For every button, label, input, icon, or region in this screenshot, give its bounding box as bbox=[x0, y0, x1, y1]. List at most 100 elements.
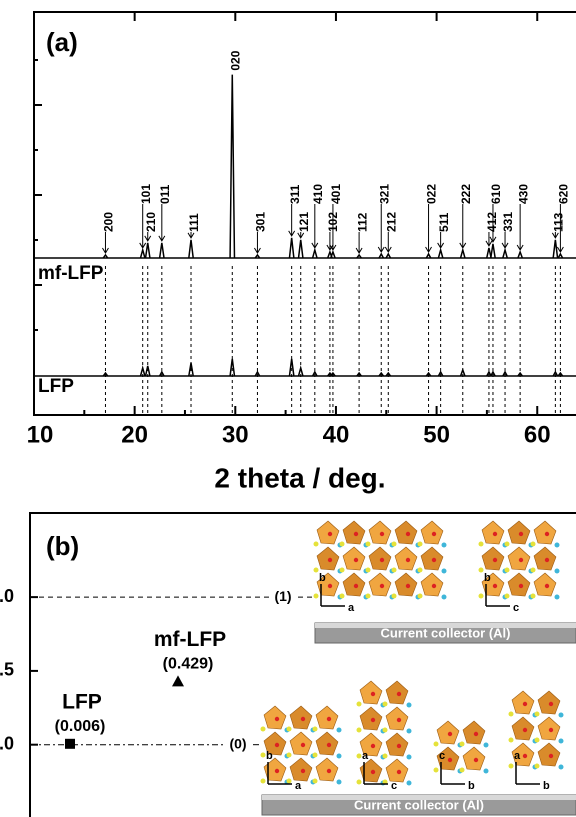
point bbox=[172, 675, 184, 687]
atom bbox=[558, 738, 564, 744]
axes-arrow bbox=[515, 762, 540, 785]
polyhedron bbox=[359, 758, 383, 783]
atom bbox=[431, 531, 437, 537]
polyhedron bbox=[537, 716, 561, 741]
panel-label: (b) bbox=[46, 531, 79, 561]
polyhedron bbox=[511, 690, 535, 715]
peak bbox=[288, 358, 295, 377]
atom bbox=[544, 583, 550, 589]
atom bbox=[548, 727, 554, 733]
axes-arrow bbox=[267, 762, 292, 785]
arrow bbox=[329, 204, 337, 251]
crystal-structure bbox=[478, 520, 560, 600]
peak bbox=[486, 370, 492, 377]
atom bbox=[478, 567, 484, 573]
atom bbox=[447, 757, 453, 763]
atom bbox=[327, 531, 333, 537]
axes-arrow bbox=[485, 584, 510, 607]
axis-letter: b bbox=[468, 780, 475, 792]
atom bbox=[530, 593, 536, 599]
atom bbox=[339, 593, 345, 599]
atom bbox=[492, 557, 498, 563]
polyhedron bbox=[315, 705, 339, 730]
atom bbox=[356, 701, 362, 707]
atom bbox=[508, 763, 514, 769]
peak bbox=[425, 371, 432, 377]
atom bbox=[313, 567, 319, 573]
x-tick-label: 50 bbox=[423, 421, 450, 448]
atom bbox=[300, 742, 306, 748]
atom bbox=[431, 557, 437, 563]
atom bbox=[492, 583, 498, 589]
atom bbox=[447, 731, 453, 737]
polyhedron bbox=[462, 746, 486, 771]
atom bbox=[417, 541, 423, 547]
arrow bbox=[144, 232, 152, 242]
atom bbox=[286, 778, 292, 784]
peak bbox=[311, 370, 318, 377]
peak bbox=[139, 247, 146, 259]
axis-letter: b bbox=[484, 572, 491, 584]
polyhedron bbox=[342, 520, 366, 545]
axes-arrow bbox=[320, 584, 345, 607]
polyhedron bbox=[368, 546, 392, 571]
atom bbox=[405, 531, 411, 537]
atom bbox=[353, 583, 359, 589]
atom bbox=[558, 712, 564, 718]
atom bbox=[530, 567, 536, 573]
hkl-label: 212 bbox=[384, 212, 398, 232]
value-label: (0.429) bbox=[163, 656, 214, 673]
polyhedron bbox=[394, 546, 418, 571]
atom bbox=[405, 583, 411, 589]
crystal-structure bbox=[356, 680, 412, 786]
atom bbox=[504, 541, 510, 547]
atom bbox=[431, 583, 437, 589]
hkl-label: 210 bbox=[144, 212, 158, 232]
atom bbox=[522, 753, 528, 759]
arrow bbox=[501, 232, 509, 249]
atom bbox=[336, 753, 342, 759]
axis-letter: a bbox=[295, 780, 302, 792]
axis-letter: b bbox=[266, 750, 273, 762]
hkl-label: 111 bbox=[187, 213, 201, 232]
hkl-label: 430 bbox=[516, 184, 530, 204]
axis-letter: a bbox=[362, 750, 369, 762]
x-axis-title: 2 theta / deg. bbox=[214, 462, 385, 493]
peak bbox=[385, 371, 392, 377]
peak bbox=[229, 358, 236, 377]
peak bbox=[158, 370, 165, 377]
atom bbox=[336, 727, 342, 733]
arrow bbox=[437, 232, 445, 249]
atom bbox=[504, 593, 510, 599]
collector-label: Current collector (Al) bbox=[380, 625, 510, 640]
crystal-structure bbox=[433, 720, 489, 774]
atom bbox=[326, 742, 332, 748]
x-tick-label: 40 bbox=[323, 421, 350, 448]
atom bbox=[396, 769, 402, 775]
axis-letter: c bbox=[439, 750, 445, 762]
polyhedron bbox=[420, 546, 444, 571]
atom bbox=[396, 691, 402, 697]
atom bbox=[336, 779, 342, 785]
polyhedron bbox=[342, 572, 366, 597]
atom bbox=[530, 541, 536, 547]
atom bbox=[260, 752, 266, 758]
peak bbox=[437, 370, 444, 377]
hkl-label: 610 bbox=[489, 184, 503, 204]
arrow bbox=[187, 232, 195, 239]
polyhedron bbox=[507, 520, 531, 545]
polyhedron bbox=[481, 546, 505, 571]
polyhedron bbox=[385, 732, 409, 757]
atom bbox=[518, 583, 524, 589]
polyhedron bbox=[511, 742, 535, 767]
arrow bbox=[489, 204, 497, 243]
arrow bbox=[326, 232, 334, 251]
arrow bbox=[377, 204, 385, 253]
atom bbox=[274, 742, 280, 748]
atom bbox=[492, 531, 498, 537]
crystal-structure bbox=[508, 690, 564, 770]
hkl-label: 311 bbox=[288, 184, 302, 204]
atom bbox=[326, 768, 332, 774]
peak bbox=[552, 370, 559, 377]
